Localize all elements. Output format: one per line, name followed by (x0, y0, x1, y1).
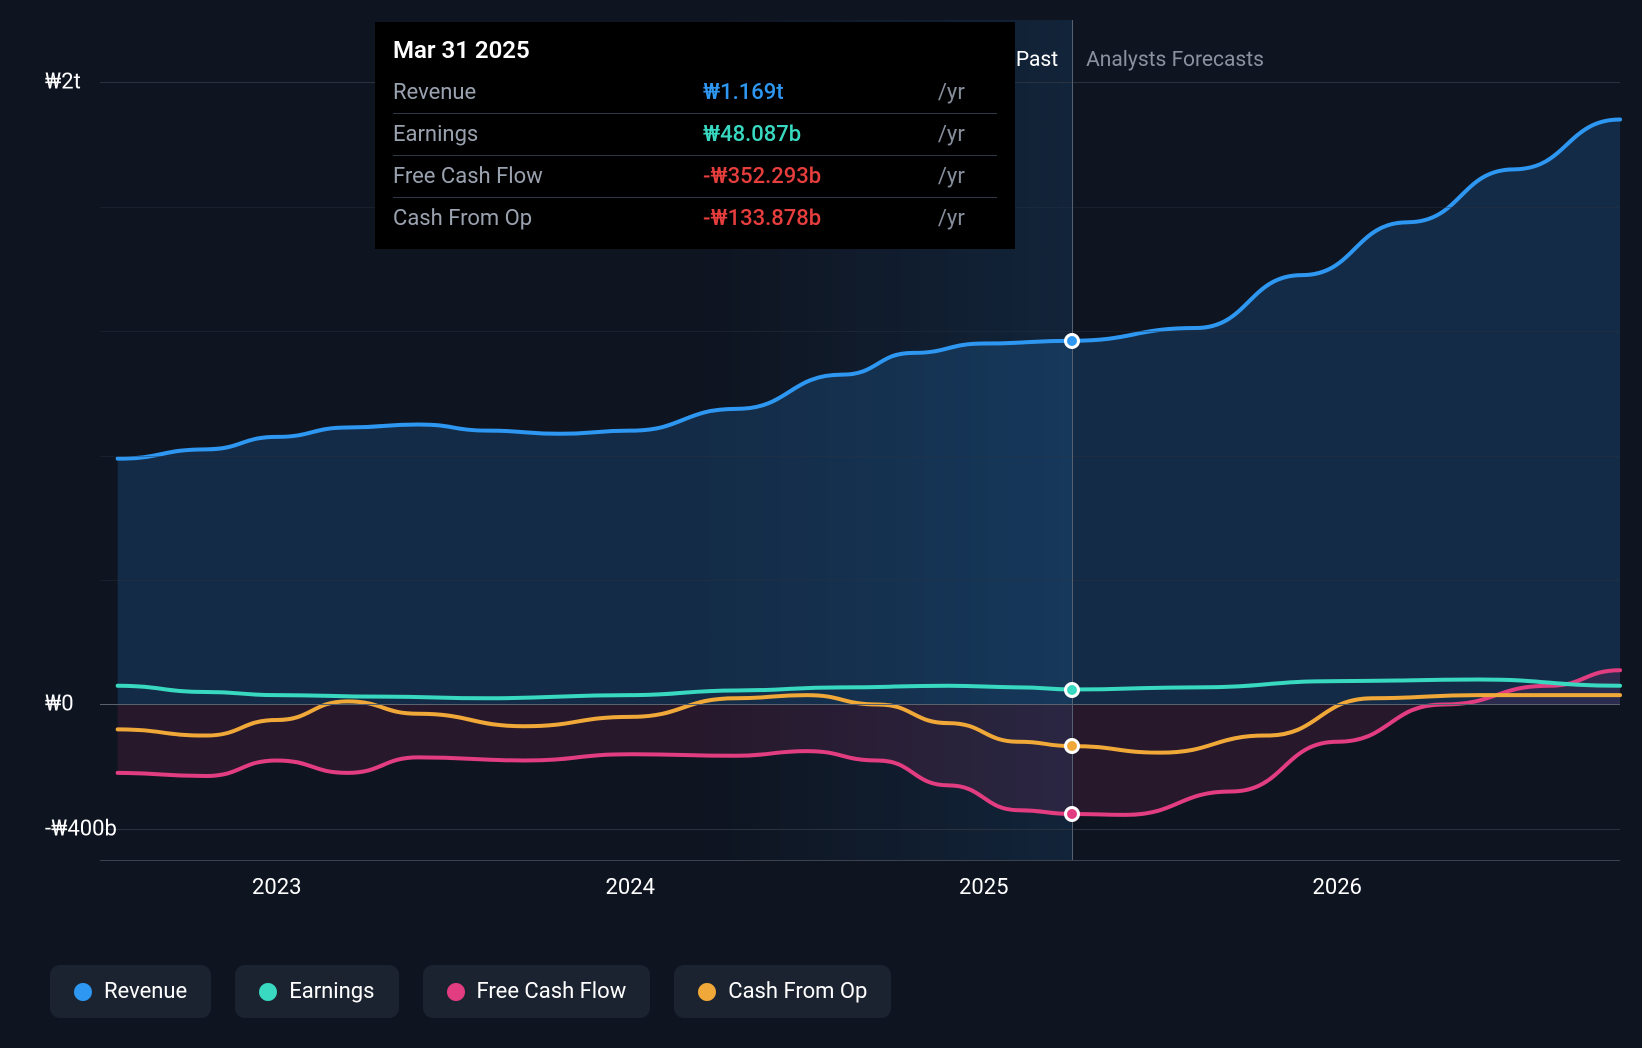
legend-label: Earnings (289, 979, 374, 1004)
gridline (100, 829, 1620, 830)
legend-item-earnings[interactable]: Earnings (235, 965, 398, 1018)
x-axis-label: 2023 (252, 875, 301, 900)
fcf-marker (1064, 806, 1080, 822)
revenue-marker (1064, 333, 1080, 349)
tooltip-row-value: ₩1.169t (703, 72, 930, 114)
tooltip-row: Free Cash Flow-₩352.293b/yr (393, 156, 997, 198)
y-axis-label: ₩0 (45, 692, 74, 717)
tooltip-row-unit: /yr (930, 114, 997, 156)
hover-line (1072, 20, 1073, 860)
tooltip-row: Revenue₩1.169t/yr (393, 72, 997, 114)
tooltip-row-unit: /yr (930, 156, 997, 198)
tooltip-row-value: -₩133.878b (703, 198, 930, 240)
x-axis-label: 2025 (959, 875, 1008, 900)
tooltip-row-unit: /yr (930, 72, 997, 114)
gridline-minor (100, 456, 1620, 457)
legend-swatch (447, 983, 465, 1001)
financial-chart-container: ₩2t ₩0 -₩400b 2023 2024 2025 2026 Past Analysts … (0, 0, 1642, 1048)
tooltip-row: Cash From Op-₩133.878b/yr (393, 198, 997, 240)
label-forecast: Analysts Forecasts (1086, 48, 1264, 72)
cfo-marker (1064, 738, 1080, 754)
label-past: Past (1016, 48, 1058, 72)
legend: Revenue Earnings Free Cash Flow Cash From O… (50, 965, 891, 1018)
tooltip-row-label: Revenue (393, 72, 703, 114)
tooltip-date: Mar 31 2025 (393, 36, 997, 72)
legend-swatch (74, 983, 92, 1001)
gridline-minor (100, 580, 1620, 581)
legend-label: Revenue (104, 979, 187, 1004)
legend-label: Free Cash Flow (477, 979, 627, 1004)
tooltip-row-label: Free Cash Flow (393, 156, 703, 198)
tooltip-row: Earnings₩48.087b/yr (393, 114, 997, 156)
gridline-minor (100, 331, 1620, 332)
earnings-marker (1064, 682, 1080, 698)
tooltip-table: Revenue₩1.169t/yrEarnings₩48.087b/yrFree… (393, 72, 997, 239)
x-axis-label: 2026 (1312, 875, 1361, 900)
tooltip-row-label: Earnings (393, 114, 703, 156)
hover-tooltip: Mar 31 2025 Revenue₩1.169t/yrEarnings₩48… (375, 22, 1015, 249)
x-axis-line (100, 860, 1620, 861)
legend-item-fcf[interactable]: Free Cash Flow (423, 965, 651, 1018)
legend-item-revenue[interactable]: Revenue (50, 965, 211, 1018)
tooltip-row-label: Cash From Op (393, 198, 703, 240)
tooltip-row-value: -₩352.293b (703, 156, 930, 198)
legend-item-cfo[interactable]: Cash From Op (674, 965, 891, 1018)
x-axis-label: 2024 (605, 875, 654, 900)
gridline (100, 704, 1620, 705)
y-axis-label: ₩2t (45, 70, 81, 95)
tooltip-row-value: ₩48.087b (703, 114, 930, 156)
legend-swatch (259, 983, 277, 1001)
legend-swatch (698, 983, 716, 1001)
tooltip-row-unit: /yr (930, 198, 997, 240)
y-axis-label: -₩400b (45, 816, 117, 841)
legend-label: Cash From Op (728, 979, 867, 1004)
